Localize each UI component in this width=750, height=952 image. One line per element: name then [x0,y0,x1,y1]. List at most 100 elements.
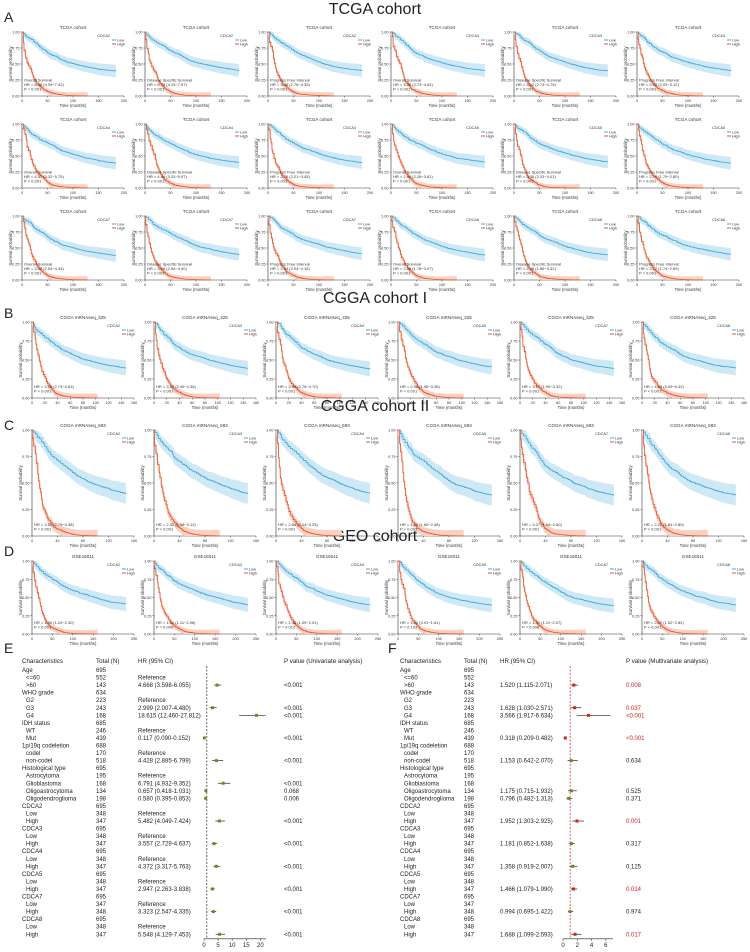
forest-marker [569,789,573,793]
km-x-tick-label: 0 [390,283,392,287]
km-x-tick-label: 40 [55,539,59,543]
km-p: P < 0.001 [147,179,165,184]
km-curve-high [514,215,581,281]
forest-row-label: CDCA3 [400,827,421,833]
km-y-tick-label: 1.00 [144,429,151,433]
km-xlabel: Time (months) [558,405,585,410]
km-curve-high [520,560,587,635]
km-y-tick-label: 1.00 [627,31,634,35]
km-legend-gene: CDCA2 [343,34,356,38]
km-y-tick-label: 0.25 [135,263,142,267]
forest-row-hr: Reference [138,925,166,931]
km-y-tick-label: 0.50 [22,482,29,486]
km-x-tick-label: 20 [287,401,291,405]
km-curve-low [520,429,615,496]
km-hr: HR = 1.52 (1.11−2.07) [522,620,562,625]
forest-row-label: Oligoastrocytoma [404,789,451,795]
km-curve-high [642,560,709,635]
km-ylabel: Survival probability [384,465,389,501]
km-y-tick-label: 0.75 [381,47,388,51]
km-xlabel: Time (months) [552,103,579,108]
km-y-tick-label: 0.00 [22,633,29,637]
km-legend-gene: CDCA2 [97,34,110,38]
km-x-tick-label: 150 [218,99,224,103]
km-p: P < 0.001 [644,527,662,532]
forest-row-label: <=60 [404,676,418,682]
km-ylabel: Survival probability [628,342,633,378]
forest-row-hr: 5.548 (4.129-7.453) [138,932,191,938]
km-y-tick-label: 0.50 [135,63,142,67]
km-x-tick-label: 50 [168,283,172,287]
km-hr: HR = 4.37 (3.32−5.75) [24,174,64,179]
km-curve-high [398,321,465,399]
km-p: P < 0.001 [400,527,418,532]
km-legend-low: Low [732,38,739,42]
km-y-tick-label: 0.50 [12,63,19,67]
forest-row-label: Low [404,925,416,931]
km-x-tick-label: 0 [153,539,155,543]
forest-row-n: 143 [96,683,107,689]
km-curve-high [268,123,335,189]
km-x-tick-label: 100 [459,401,465,405]
forest-row-p: <0.001 [284,759,303,765]
km-x-tick-label: 120 [593,401,599,405]
km-curve-low [398,321,493,368]
forest-row-label: CDCA8 [22,917,43,923]
km-y-tick-label: 0.25 [627,79,634,83]
km-hr: HR = 4.09 (3.09−5.42) [644,384,684,389]
forest-row-n: 688 [96,744,107,750]
km-y-tick-label: 0.50 [135,247,142,251]
km-ylabel: Survival probability [140,579,145,615]
km-x-tick-label: 60 [190,401,194,405]
forest-row-n: 134 [464,789,475,795]
forest-row-label: codel [26,751,40,757]
km-legend-high: High [615,440,623,444]
km-curve-low [22,31,117,72]
km-hr: HR = 3.48 (2.76−4.35) [270,82,310,87]
km-y-tick-label: 0.25 [144,508,151,512]
km-endpoint: Overall Survival [24,170,52,175]
km-legend-gene: CDCA4 [220,126,233,130]
km-ci-low [520,430,614,506]
km-y-tick-label: 0.50 [388,596,395,600]
km-endpoint: Disease Specific Survival [147,78,192,83]
km-y-tick-label: 0.25 [144,378,151,382]
km-legend-high: High [609,42,617,46]
forest-marker [204,789,208,793]
km-y-tick-label: 0.75 [258,231,265,235]
km-x-tick-label: 0 [153,637,155,641]
km-hr: HR = 2.56 (1.96−3.36) [400,384,440,389]
km-y-tick-label: 0.75 [135,139,142,143]
km-cohort-title: TCGA cohort [183,209,210,214]
forest-row-n: 685 [464,721,475,727]
km-x-tick-label: 150 [700,637,706,641]
forest-row-n: 695 [96,872,107,878]
km-cohort-title: GSE16011 [438,554,461,559]
km-panel: CGGA mRNAseq_693 Survival probability 0.00… [140,423,259,548]
km-x-tick-label: 0 [144,99,146,103]
km-x-tick-label: 0 [21,283,23,287]
km-legend-gene: CDCA4 [343,126,356,130]
km-x-tick-label: 100 [562,283,568,287]
forest-row-label: High [404,842,416,848]
km-p: P < 0.001 [24,87,42,92]
km-hr: HR = 3.34 (2.54−4.40) [147,266,187,271]
forest-marker [573,706,577,710]
km-p: P < 0.001 [34,527,52,532]
km-y-tick-label: 0.75 [266,340,273,344]
km-hr: HR = 2.79 (1.79−2.80) [639,174,679,179]
km-y-tick-label: 0.75 [144,578,151,582]
km-legend-low: Low [732,130,739,134]
km-legend-gene: CDCA2 [107,324,120,328]
km-y-tick-label: 0.25 [632,508,639,512]
km-cohort-title: TCGA cohort [429,25,456,30]
forest-row-hr: Reference [138,857,166,863]
km-p: P < 0.001 [639,179,657,184]
forest-row-p: <0.001 [626,713,645,719]
km-x-tick-label: 120 [105,539,111,543]
forest-row-n: 695 [464,827,475,833]
km-x-tick-label: 50 [537,191,541,195]
forest-row-label: CDCA2 [400,804,421,810]
km-x-tick-label: 200 [354,637,360,641]
